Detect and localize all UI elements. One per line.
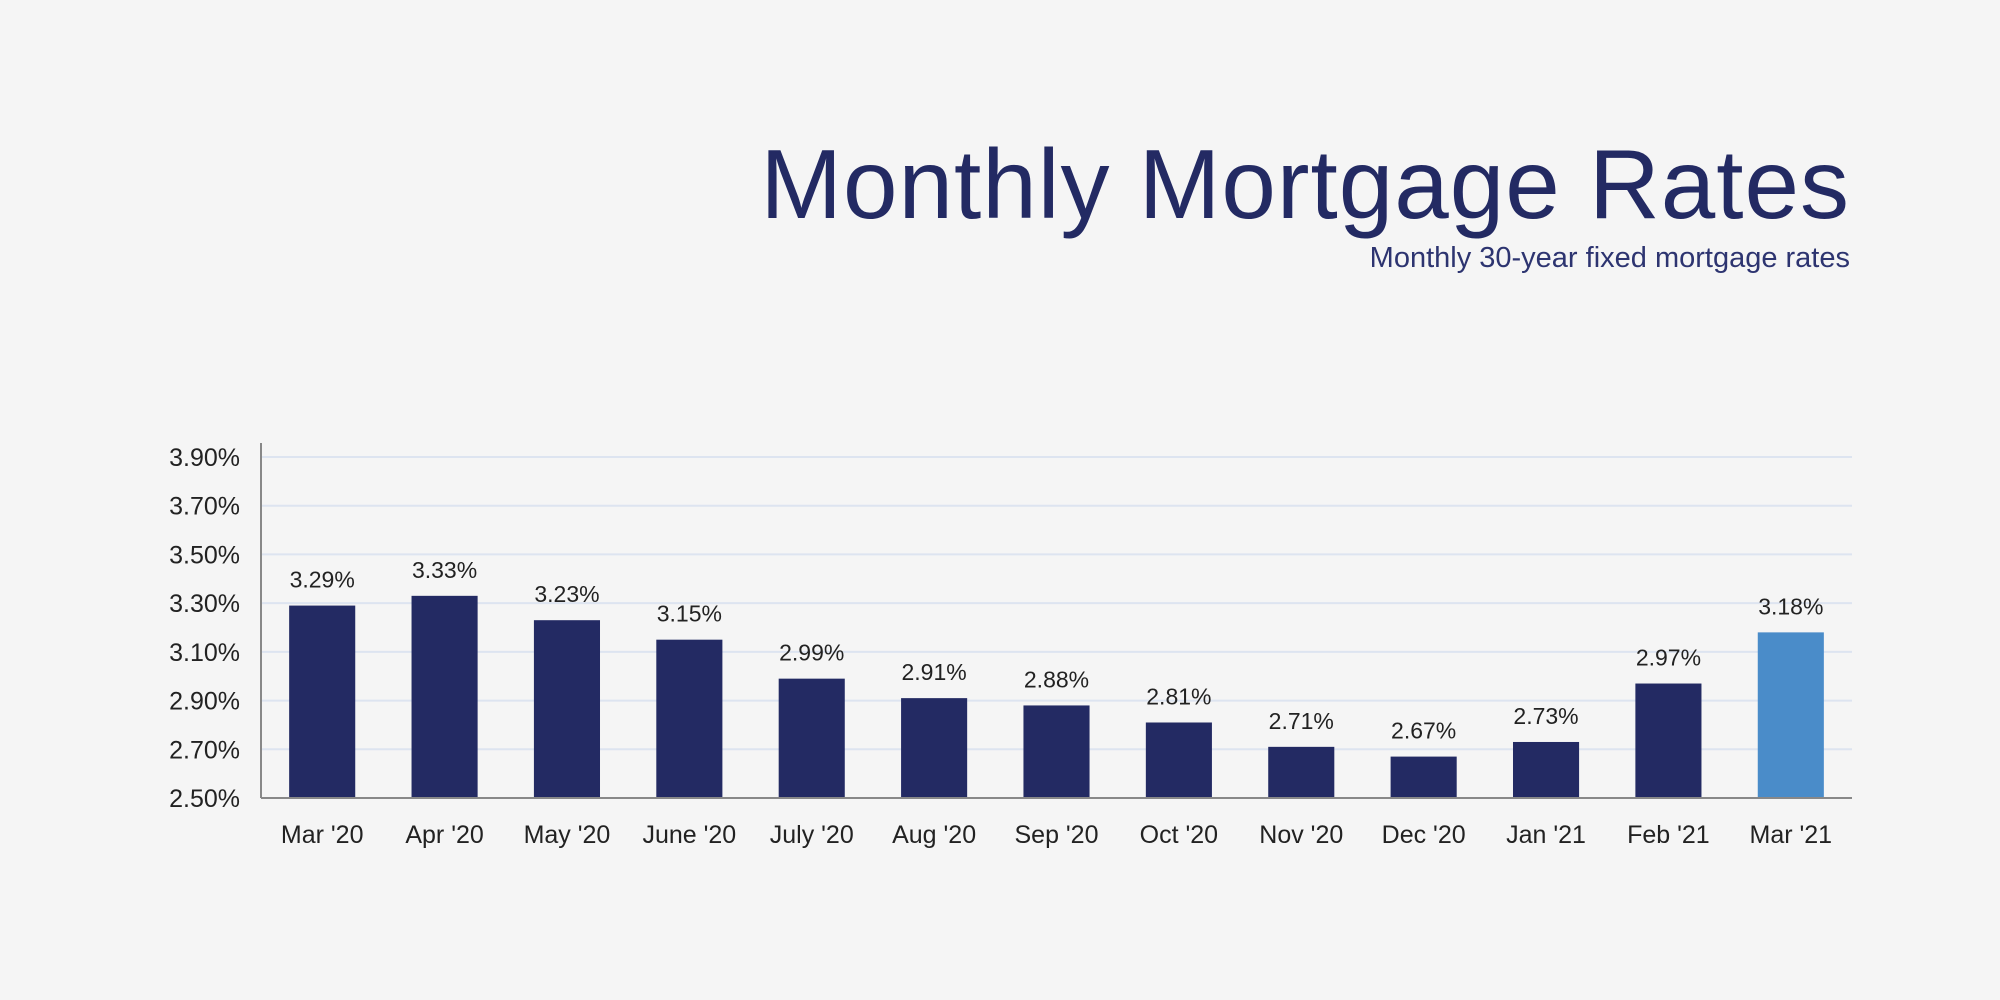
x-tick-label: Jan '21: [1506, 821, 1586, 849]
y-tick-label: 3.90%: [169, 444, 240, 472]
bar: [1512, 741, 1580, 798]
bar: [1757, 632, 1824, 798]
bar: [1390, 756, 1457, 798]
x-tick-label: Aug '20: [892, 821, 976, 849]
bar: [1145, 722, 1212, 798]
data-label: 2.81%: [1146, 683, 1211, 709]
data-label: 2.88%: [1024, 666, 1089, 692]
bar: [778, 678, 845, 798]
data-label: 2.67%: [1391, 718, 1456, 744]
bar: [411, 595, 478, 798]
data-label: 2.91%: [902, 659, 967, 685]
data-label: 3.29%: [290, 567, 355, 593]
data-label: 2.71%: [1269, 708, 1334, 734]
x-tick-label: Mar '21: [1750, 821, 1833, 849]
data-label: 3.15%: [657, 601, 722, 627]
x-tick-label: Mar '20: [281, 821, 364, 849]
y-tick-label: 3.70%: [169, 493, 240, 521]
y-tick-label: 3.30%: [169, 590, 240, 618]
data-label: 3.18%: [1758, 593, 1823, 619]
data-label: 2.73%: [1513, 703, 1578, 729]
x-tick-label: Sep '20: [1014, 821, 1098, 849]
bar: [656, 639, 723, 798]
y-tick-label: 3.10%: [169, 639, 240, 667]
x-tick-label: Feb '21: [1627, 821, 1710, 849]
bar: [1268, 746, 1335, 798]
x-tick-label: May '20: [524, 821, 611, 849]
data-label: 3.33%: [412, 557, 477, 583]
bar: [289, 605, 356, 798]
x-tick-label: Oct '20: [1140, 821, 1218, 849]
chart-subtitle: Monthly 30-year fixed mortgage rates: [1369, 242, 1850, 274]
x-tick-label: Nov '20: [1259, 821, 1343, 849]
bar: [1023, 705, 1090, 798]
y-tick-label: 3.50%: [169, 541, 240, 569]
bar: [533, 620, 601, 798]
x-tick-label: July '20: [770, 821, 854, 849]
data-label: 3.23%: [534, 581, 599, 607]
data-label: 2.97%: [1636, 645, 1701, 671]
y-tick-label: 2.50%: [169, 785, 240, 813]
bar: [901, 698, 968, 798]
data-label: 2.99%: [779, 640, 844, 666]
bar: [1635, 683, 1702, 798]
y-tick-label: 2.70%: [169, 736, 240, 764]
x-tick-label: June '20: [642, 821, 736, 849]
chart-title: Monthly Mortgage Rates: [760, 129, 1850, 239]
x-tick-label: Dec '20: [1382, 821, 1466, 849]
y-tick-label: 2.90%: [169, 688, 240, 716]
x-tick-label: Apr '20: [405, 821, 483, 849]
